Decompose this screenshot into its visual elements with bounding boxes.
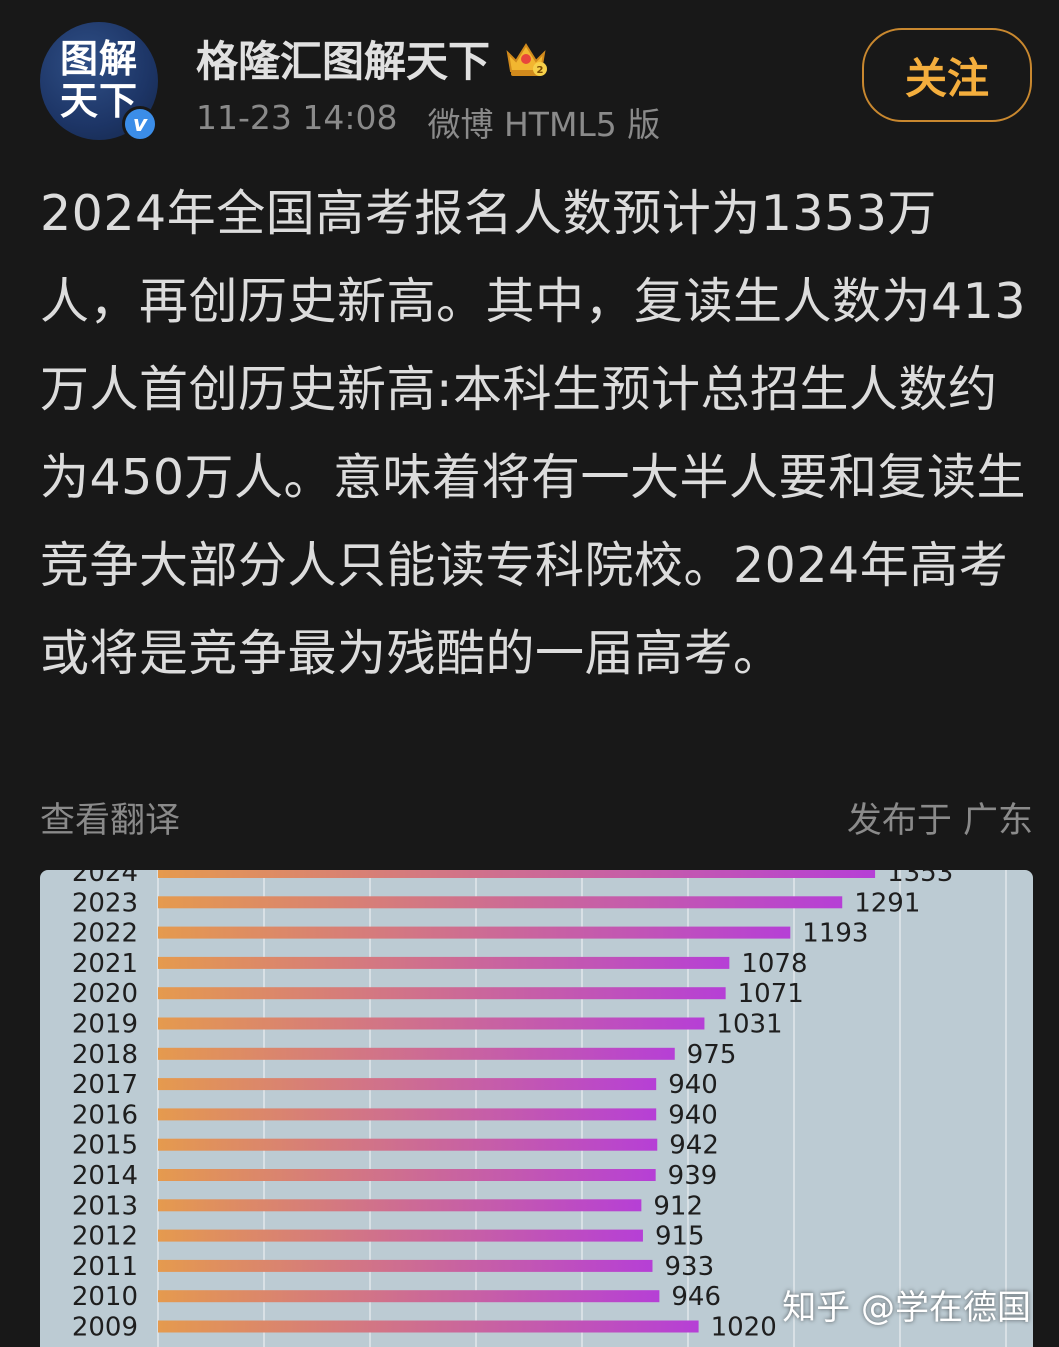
bar: [158, 1169, 656, 1181]
value-label: 940: [668, 1100, 718, 1130]
category-label: 2016: [72, 1100, 138, 1130]
category-label: 2013: [72, 1191, 138, 1221]
value-label: 940: [668, 1070, 718, 1100]
bar: [158, 1017, 705, 1030]
bar: [158, 1138, 658, 1151]
watermark: 知乎 @学在德国: [782, 1288, 1031, 1328]
post-text: 2024年全国高考报名人数预计为1353万人，再创历史新高。其中，复读生人数为4…: [40, 185, 1027, 682]
bar: [158, 926, 791, 939]
value-label: 1020: [711, 1313, 777, 1343]
bar: [158, 896, 843, 909]
value-label: 946: [671, 1282, 721, 1312]
verified-badge-icon: v: [122, 106, 158, 142]
value-label: 933: [664, 1252, 714, 1282]
post-meta: 11-23 14:08 微博 HTML5 版: [196, 98, 660, 146]
category-label: 2012: [72, 1222, 138, 1252]
bar: [158, 1047, 675, 1060]
value-label: 975: [687, 1040, 737, 1070]
username-row: 格隆汇图解天下 2: [196, 28, 548, 89]
avatar[interactable]: 图解 天下 v: [40, 22, 158, 142]
category-label: 2023: [72, 888, 138, 918]
post-timestamp: 11-23 14:08: [196, 98, 398, 137]
value-label: 1193: [802, 919, 868, 949]
bar: [158, 1078, 657, 1091]
category-label: 2020: [72, 979, 138, 1009]
post-location: 发布于 广东: [846, 801, 1033, 841]
bar: [158, 1320, 699, 1333]
bar: [158, 987, 726, 1000]
crown-vip-icon: 2: [504, 39, 548, 79]
category-label: 2021: [72, 949, 138, 979]
value-label: 1291: [854, 888, 920, 918]
avatar-logo-text: 图解 天下: [54, 38, 144, 122]
avatar-logo-line: 图解: [59, 37, 138, 81]
username[interactable]: 格隆汇图解天下: [196, 37, 491, 86]
category-label: 2015: [72, 1131, 138, 1161]
bar: [158, 1290, 660, 1303]
value-label: 1071: [738, 979, 804, 1009]
category-label: 2011: [72, 1252, 138, 1282]
chart-image[interactable]: 2024 1353 2023 1291 2022 1193 2021 1078 2020 1071…: [40, 870, 1033, 1347]
post-source: 微博 HTML5 版: [427, 105, 661, 144]
category-label: 2019: [72, 1010, 138, 1040]
value-label: 942: [669, 1131, 719, 1161]
bar: [158, 956, 730, 969]
bar: [158, 1108, 657, 1121]
value-label: 912: [653, 1191, 703, 1221]
bar: [158, 1199, 642, 1212]
bar: [158, 870, 876, 878]
value-label: 1078: [741, 949, 807, 979]
value-label: 1353: [887, 870, 953, 888]
category-label: 2014: [72, 1161, 138, 1191]
category-label: 2018: [72, 1040, 138, 1070]
translate-link[interactable]: 查看翻译: [40, 801, 181, 841]
category-label: 2009: [72, 1313, 138, 1343]
category-label: 2017: [72, 1070, 138, 1100]
value-label: 915: [655, 1222, 705, 1252]
category-label: 2024: [72, 870, 138, 888]
bar: [158, 1229, 643, 1242]
bar-chart: 2024 1353 2023 1291 2022 1193 2021 1078 2020 1071…: [72, 870, 1007, 1347]
svg-text:2: 2: [537, 65, 544, 76]
category-label: 2010: [72, 1282, 138, 1312]
follow-button[interactable]: 关注: [862, 28, 1032, 122]
value-label: 939: [668, 1161, 718, 1191]
bar: [158, 1259, 653, 1272]
value-label: 1031: [716, 1010, 782, 1040]
category-label: 2022: [72, 919, 138, 949]
